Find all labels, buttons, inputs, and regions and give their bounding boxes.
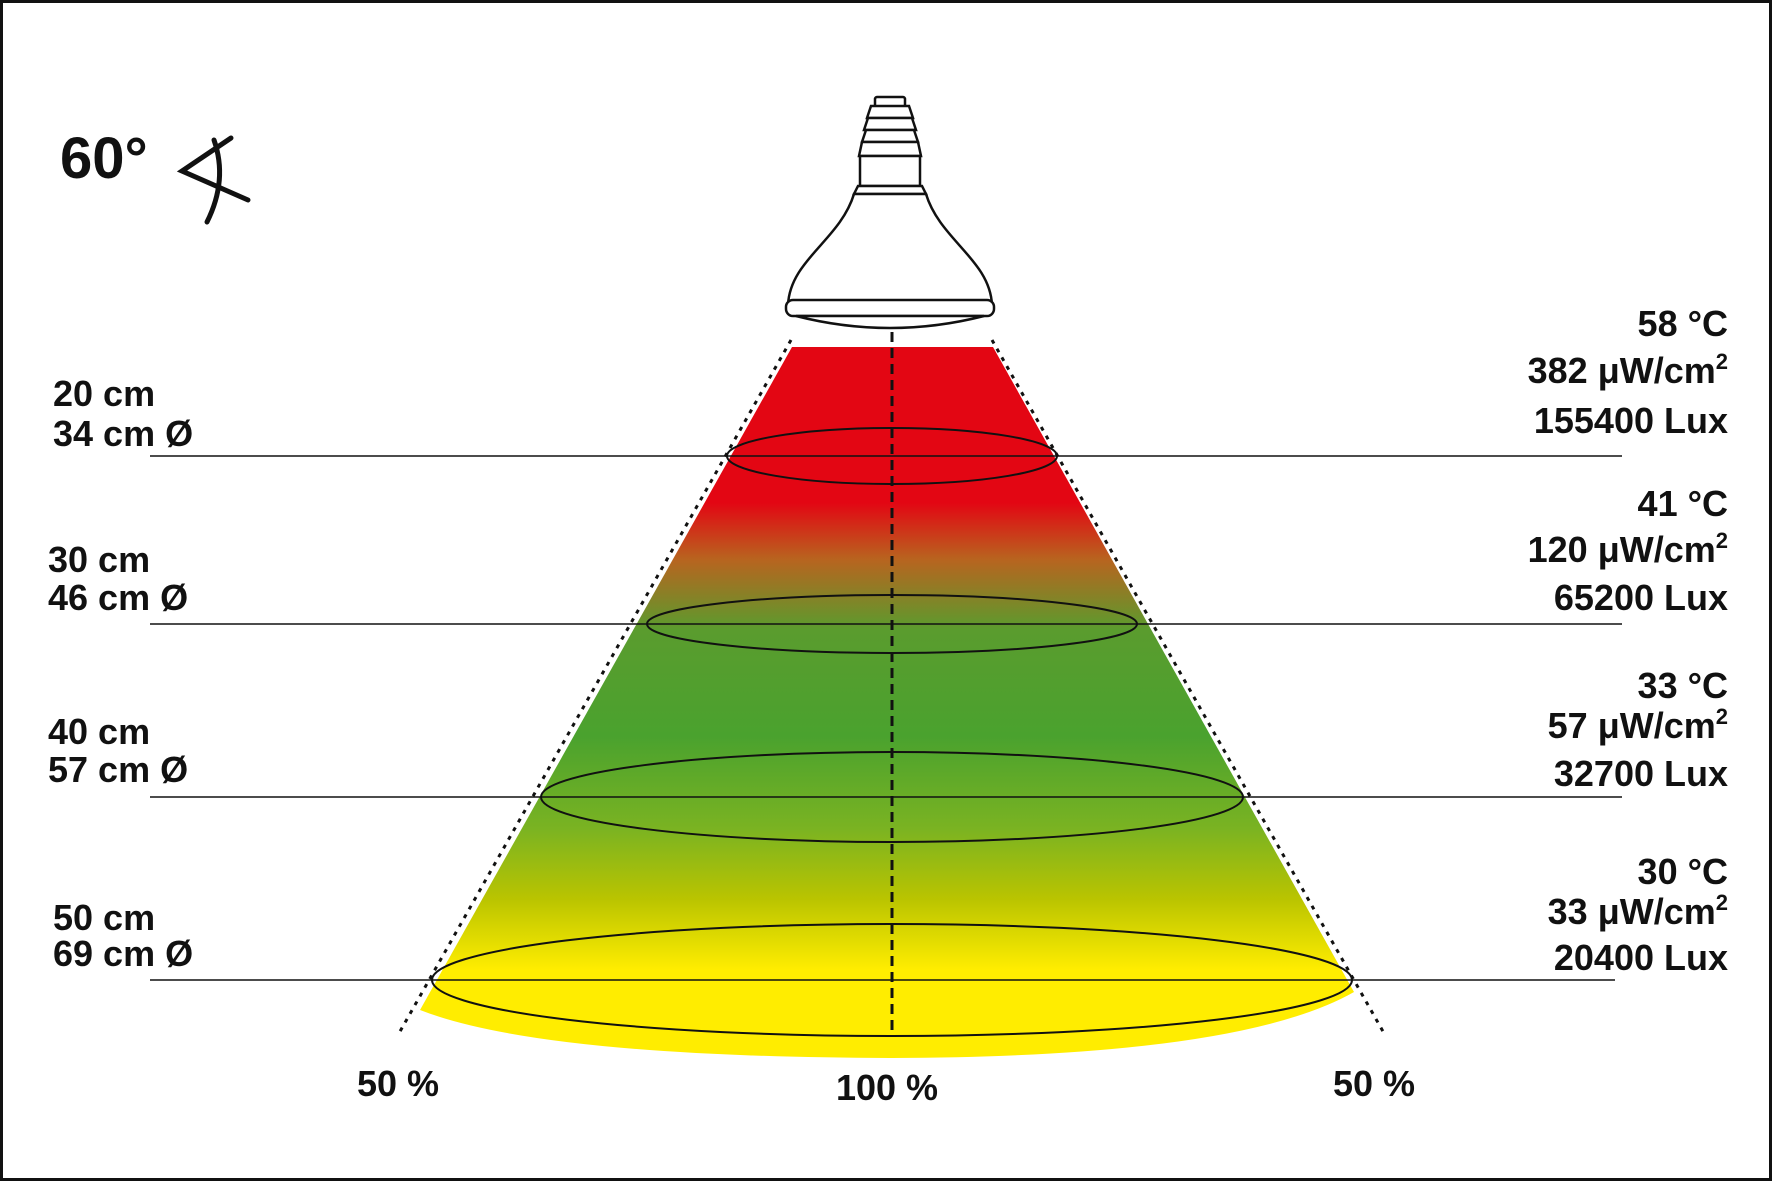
distance-label: 50 cm	[53, 897, 155, 938]
uv-exponent: 2	[1716, 349, 1728, 374]
beam-ellipse	[540, 751, 1244, 843]
diameter-label: 46 cm Ø	[48, 577, 188, 618]
level-30cm	[150, 594, 1622, 654]
distance-label: 30 cm	[48, 539, 150, 580]
uv-exponent: 2	[1716, 890, 1728, 915]
uv-text: 120 μW/cm	[1528, 529, 1716, 570]
intensity-left-label: 50 %	[357, 1063, 439, 1104]
diameter-label: 34 cm Ø	[53, 413, 193, 454]
beam-ellipse	[726, 427, 1058, 485]
uv-text: 33 μW/cm	[1548, 891, 1716, 932]
intensity-center-label: 100 %	[836, 1067, 938, 1108]
uv-value: 33 μW/cm2	[1548, 890, 1728, 932]
uv-exponent: 2	[1716, 704, 1728, 729]
level-20cm	[150, 427, 1622, 485]
temperature-value: 58 °C	[1638, 303, 1728, 344]
temperature-value: 30 °C	[1638, 851, 1728, 892]
level-40cm	[150, 751, 1622, 843]
level-50cm	[150, 923, 1615, 1037]
diameter-label: 57 cm Ø	[48, 749, 188, 790]
lux-value: 65200 Lux	[1554, 577, 1728, 618]
distance-label: 20 cm	[53, 373, 155, 414]
uv-exponent: 2	[1716, 528, 1728, 553]
beam-ellipse	[431, 923, 1353, 1037]
temperature-value: 41 °C	[1638, 483, 1728, 524]
uv-value: 120 μW/cm2	[1528, 528, 1728, 570]
temperature-value: 33 °C	[1638, 665, 1728, 706]
lamp-bulb-icon	[784, 95, 996, 330]
uv-value: 57 μW/cm2	[1548, 704, 1728, 746]
uv-value: 382 μW/cm2	[1528, 349, 1728, 391]
beam-angle-label: 60°	[60, 126, 148, 191]
intensity-right-label: 50 %	[1333, 1063, 1415, 1104]
lux-value: 20400 Lux	[1554, 937, 1728, 978]
uv-text: 382 μW/cm	[1528, 350, 1716, 391]
angle-icon	[176, 135, 251, 225]
uv-text: 57 μW/cm	[1548, 705, 1716, 746]
beam-ellipse	[646, 594, 1138, 654]
lux-value: 155400 Lux	[1534, 400, 1728, 441]
light-beam	[420, 347, 1354, 1058]
diameter-label: 69 cm Ø	[53, 933, 193, 974]
lux-value: 32700 Lux	[1554, 753, 1728, 794]
distance-label: 40 cm	[48, 711, 150, 752]
